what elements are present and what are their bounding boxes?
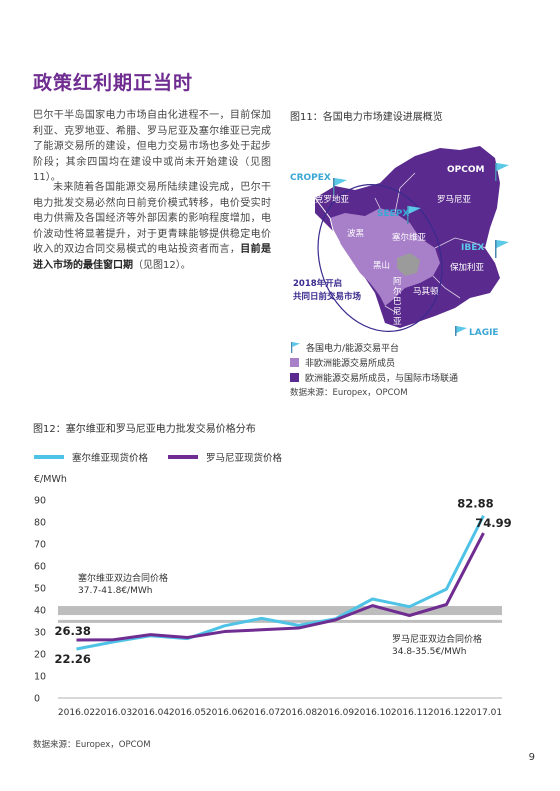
y-tick-label: 10 (34, 672, 46, 683)
data-label: 26.38 (55, 624, 91, 638)
x-tick-label: 2016.02 (58, 708, 95, 718)
map-region-light (330, 208, 440, 306)
y-tick-label: 80 (34, 518, 46, 529)
y-tick-label: 50 (34, 584, 46, 595)
y-axis-unit: €/MWh (34, 474, 67, 485)
country-bulgaria: 保加利亚 (450, 262, 485, 273)
band-serbia-label-2: 37.7-41.8€/MWh (78, 586, 152, 596)
data-label: 22.26 (55, 652, 91, 666)
label-ibex: IBEX (461, 243, 484, 253)
price-band-0 (58, 606, 502, 616)
page-title: 政策红利期正当时 (33, 72, 194, 94)
x-tick-label: 2016.09 (317, 708, 354, 718)
figure-12-source: 数据来源：Europex，OPCOM (33, 740, 151, 750)
x-tick-label: 2016.06 (206, 708, 243, 718)
band-serbia-label-1: 塞尔维亚双边合同价格 (78, 572, 168, 584)
x-tick-label: 2017.01 (465, 708, 502, 718)
country-montenegro: 黑山 (373, 260, 390, 271)
label-opcom: OPCOM (447, 165, 485, 175)
legend-item-eu: 欧洲能源交易所成员，与国际市场联通 (290, 371, 458, 384)
y-tick-label: 40 (34, 606, 46, 617)
flag-cropex (333, 178, 347, 196)
flag-opcom (495, 163, 509, 181)
paragraph-2-text: 未来随着各国能源交易所陆续建设完成，巴尔干电力批发交易必然向日前竞价模式转移，电… (33, 182, 271, 256)
paragraph-2-emphasis: 目前是进入市场的最佳窗口期 (33, 244, 272, 271)
country-romania: 罗马尼亚 (437, 195, 472, 205)
country-albania-3: 巴 (393, 297, 402, 307)
x-tick-label: 2016.03 (95, 708, 132, 718)
balkan-map: CROPEX SEEPX OPCOM IBEX LAGIE 克罗地亚 罗马尼亚 … (290, 146, 509, 336)
country-greece: 希腊 (425, 333, 443, 336)
swatch-light-purple (290, 358, 299, 367)
label-seepx: SEEPX (377, 209, 409, 219)
swatch-dark-purple (290, 373, 299, 382)
flag-seepx (407, 206, 421, 224)
paragraph-2: 未来随着各国能源交易所陆续建设完成，巴尔干电力批发交易必然向日前竞价模式转移，电… (33, 180, 271, 274)
map-region-gray (397, 253, 420, 276)
data-label: 82.88 (457, 497, 493, 511)
flag-icon (291, 342, 300, 353)
x-tick-label: 2016.05 (169, 708, 206, 718)
page-number: 9 (528, 752, 535, 763)
label-lagie: LAGIE (469, 328, 499, 336)
x-tick-label: 2016.07 (243, 708, 280, 718)
country-serbia: 塞尔维亚 (392, 232, 427, 243)
flag-lagie (455, 326, 467, 336)
country-bosnia: 波黑 (347, 228, 365, 239)
paragraph-1: 巴尔干半岛国家电力市场自由化进程不一，目前保加利亚、克罗地亚、希腊、罗马尼亚及塞… (33, 110, 271, 184)
y-tick-label: 70 (34, 540, 46, 551)
band-romania-label-2: 34.8-35.5€/MWh (392, 647, 466, 657)
paragraph-2-tail: （见图12）。 (133, 259, 191, 271)
y-tick-label: 60 (34, 562, 46, 573)
x-tick-label: 2016.11 (391, 708, 428, 718)
legend-exchange-label: 各国电力/能源交易平台 (306, 344, 400, 354)
country-albania-1: 阿 (393, 277, 402, 287)
x-tick-label: 2016.12 (428, 708, 465, 718)
x-tick-label: 2016.08 (280, 708, 317, 718)
y-tick-label: 30 (34, 628, 46, 639)
annotation-line-1: 2018年开启 (293, 278, 342, 289)
figure-11-source: 数据来源：Europex，OPCOM (290, 388, 408, 398)
figure-11-title: 图11：各国电力市场建设进展概览 (290, 112, 443, 123)
country-croatia: 克罗地亚 (315, 194, 350, 205)
country-albania-5: 亚 (393, 317, 402, 327)
x-tick-label: 2016.10 (354, 708, 391, 718)
country-macedonia: 马其顿 (413, 286, 439, 297)
legend-item-exchange: 各国电力/能源交易平台 (290, 341, 399, 354)
x-tick-label: 2016.04 (132, 708, 169, 718)
flag-ibex (495, 240, 509, 258)
legend-item-non-eu: 非欧洲能源交易所成员 (290, 356, 395, 369)
country-albania-2: 尔 (393, 286, 402, 297)
y-tick-label: 90 (34, 496, 46, 507)
figure-12-title: 图12：塞尔维亚和罗马尼亚电力批发交易价格分布 (33, 424, 256, 435)
data-label: 74.99 (475, 516, 511, 530)
legend-eu-label: 欧洲能源交易所成员，与国际市场联通 (305, 374, 459, 384)
band-romania-label-1: 罗马尼亚双边合同价格 (392, 633, 482, 645)
series-line-1 (76, 532, 485, 642)
y-tick-label: 20 (34, 650, 46, 661)
country-albania-4: 尼 (393, 307, 402, 317)
legend-serbia-label: 塞尔维亚现货价格 (72, 452, 149, 464)
legend-romania-label: 罗马尼亚现货价格 (206, 452, 283, 464)
label-cropex: CROPEX (290, 173, 331, 183)
annotation-line-2: 共同日前交易市场 (293, 291, 362, 302)
price-line-chart: 塞尔维亚现货价格 罗马尼亚现货价格 €/MWh 0 10 20 30 40 50 60 70 8… (34, 452, 512, 718)
y-tick-label: 0 (34, 694, 40, 705)
legend-non-eu-label: 非欧洲能源交易所成员 (305, 359, 396, 369)
